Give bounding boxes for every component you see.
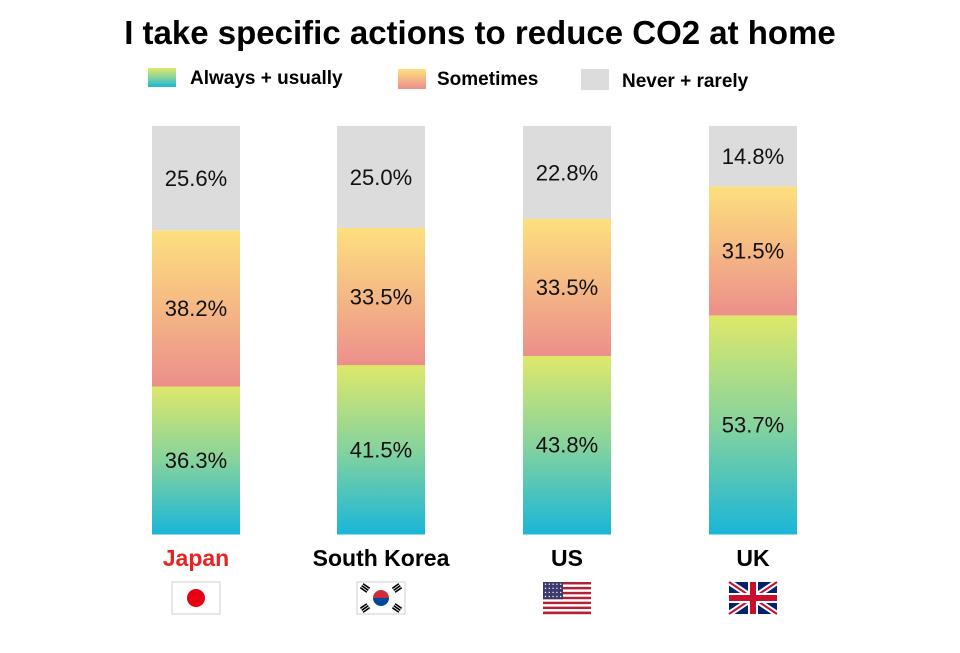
bar-us-always-usually [523,355,611,535]
bar-us-never-rarely [523,126,611,219]
bar-uk-never-rarely [709,126,797,187]
value-label-us-sometimes: 33.5% [536,275,598,300]
value-label-japan-always-usually: 36.3% [165,448,227,473]
bar-south-korea-sometimes [337,228,425,366]
category-labels: Japan South Korea US UK [163,545,770,571]
flags [171,579,779,617]
legend-label-always-usually: Always + usually [190,68,343,89]
value-label-uk-always-usually: 53.7% [722,412,784,437]
bar-uk-always-usually [709,314,797,535]
legend-label-sometimes: Sometimes [437,69,538,90]
value-label-us-always-usually: 43.8% [536,433,598,458]
legend-swatch-always-usually [148,68,176,87]
south-korea-flag-icon [356,581,406,615]
bar-south-korea-always-usually [337,364,425,535]
chart-title: I take specific actions to reduce CO2 at… [124,14,836,51]
bars: 36.3% 38.2% 25.6% 41.5% 33.5% 25.0% 43.8% 33.5%… [152,126,797,535]
legend-label-never-rarely: Never + rarely [622,71,749,92]
uk-flag-icon [727,579,779,617]
category-label-us: US [551,545,583,571]
bar-uk-sometimes [709,186,797,316]
value-label-south-korea-never-rarely: 25.0% [350,165,412,190]
value-label-us-never-rarely: 22.8% [536,160,598,185]
us-flag-icon [543,582,591,615]
bar-japan-always-usually [152,386,240,535]
bar-japan-never-rarely [152,126,240,231]
legend-swatch-sometimes [398,69,426,89]
value-label-south-korea-always-usually: 41.5% [350,437,412,462]
bar-south-korea-never-rarely [337,126,425,228]
bar-us-sometimes [523,218,611,356]
value-label-uk-never-rarely: 14.8% [722,144,784,169]
category-label-uk: UK [736,545,770,571]
value-label-japan-sometimes: 38.2% [165,296,227,321]
legend-swatch-never-rarely [581,69,609,90]
value-label-japan-never-rarely: 25.6% [165,166,227,191]
bar-japan-sometimes [152,230,240,387]
legend: Always + usually Sometimes Never + rarel… [148,68,749,92]
category-label-south-korea: South Korea [313,545,450,571]
japan-flag-icon [171,581,221,615]
category-label-japan: Japan [163,545,229,571]
value-label-uk-sometimes: 31.5% [722,239,784,264]
value-label-south-korea-sometimes: 33.5% [350,284,412,309]
